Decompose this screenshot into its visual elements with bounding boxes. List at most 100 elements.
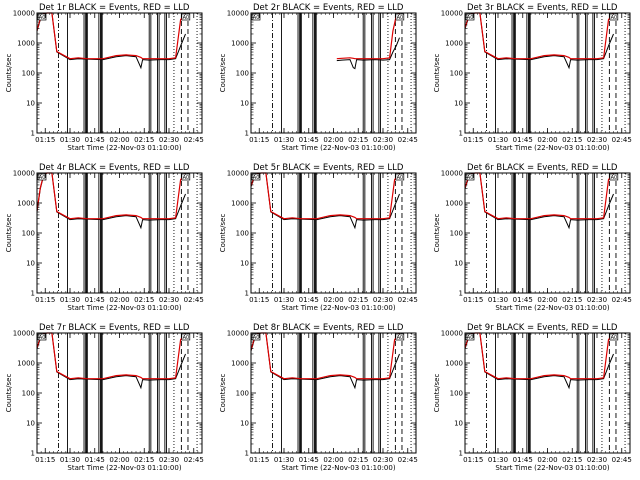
vertical-markers (486, 173, 626, 293)
x-axis-label: Start Time (22-Nov-03 01:10:00) (281, 144, 395, 152)
series-events-line (36, 172, 186, 230)
y-tick-label: 100 (22, 70, 35, 78)
x-tick-label: 02:45 (612, 296, 632, 304)
series-events-line (36, 12, 186, 70)
x-tick-label: 01:30 (488, 136, 508, 144)
vertical-markers (272, 173, 412, 293)
attenuator-box-label: A0 (611, 15, 618, 21)
attenuator-box-label: A0 (39, 15, 46, 21)
series-events-line (250, 172, 400, 230)
series-events-line (36, 332, 186, 390)
x-tick-label: 02:45 (398, 456, 418, 464)
panel-title: Det 2r BLACK = Events, RED = LLD (253, 3, 404, 13)
y-tick-label: 1000 (231, 40, 249, 48)
series-lld-line (36, 332, 186, 380)
x-tick-label: 02:00 (323, 136, 343, 144)
y-axis-label: Counts/sec (433, 214, 441, 253)
plot-frame (250, 172, 417, 294)
y-tick-label: 1 (245, 290, 249, 298)
attenuator-box (465, 13, 475, 21)
plot-frame (36, 172, 203, 294)
y-tick-label: 10000 (227, 170, 249, 178)
x-tick-label: 02:45 (398, 136, 418, 144)
y-tick-label: 10 (240, 100, 249, 108)
y-tick-label: 10 (454, 420, 463, 428)
x-tick-label: 02:15 (562, 456, 582, 464)
attenuator-box (465, 173, 475, 181)
attenuator-box-label: A0 (183, 15, 190, 21)
x-tick-label: 01:15 (463, 456, 483, 464)
x-axis-label: Start Time (22-Nov-03 01:10:00) (281, 304, 395, 312)
panel-title: Det 6r BLACK = Events, RED = LLD (467, 163, 618, 173)
y-tick-label: 1000 (231, 360, 249, 368)
panel-title: Det 5r BLACK = Events, RED = LLD (253, 163, 404, 173)
y-tick-label: 10000 (441, 170, 463, 178)
plot-frame (464, 12, 631, 134)
x-tick-label: 01:30 (488, 456, 508, 464)
y-tick-label: 1000 (445, 360, 463, 368)
panel-6: Det 6r BLACK = Events, RED = LLD A0 A0 1 10 1… (433, 163, 632, 312)
y-tick-label: 10000 (227, 330, 249, 338)
x-tick-label: 02:45 (612, 136, 632, 144)
x-tick-label: 01:15 (35, 136, 55, 144)
attenuator-box-label: A0 (183, 175, 190, 181)
series-events-line (250, 332, 400, 390)
y-tick-label: 1 (245, 130, 249, 138)
y-axis-label: Counts/sec (219, 54, 227, 93)
y-tick-label: 100 (22, 230, 35, 238)
y-axis-label: Counts/sec (5, 54, 13, 93)
x-tick-label: 02:15 (134, 456, 154, 464)
x-axis-label: Start Time (22-Nov-03 01:10:00) (281, 464, 395, 472)
x-tick-label: 01:45 (299, 296, 319, 304)
attenuator-box (37, 333, 47, 341)
attenuator-box (181, 173, 191, 181)
attenuator-box-label: A0 (467, 15, 474, 21)
y-tick-label: 10 (240, 420, 249, 428)
x-tick-label: 02:00 (323, 296, 343, 304)
y-tick-label: 10 (454, 100, 463, 108)
attenuator-box (609, 173, 619, 181)
y-tick-label: 100 (450, 390, 463, 398)
x-tick-label: 01:45 (85, 136, 105, 144)
x-tick-label: 02:30 (587, 456, 607, 464)
x-tick-label: 02:00 (109, 456, 129, 464)
attenuator-box (395, 13, 405, 21)
x-tick-label: 02:15 (134, 136, 154, 144)
y-tick-label: 1000 (17, 40, 35, 48)
vertical-markers (272, 333, 412, 453)
vertical-markers (58, 13, 198, 133)
vertical-markers (58, 173, 198, 293)
y-tick-label: 10000 (441, 330, 463, 338)
series-lld-line (36, 172, 186, 220)
x-tick-label: 01:15 (35, 296, 55, 304)
x-tick-label: 02:30 (373, 296, 393, 304)
attenuator-box (609, 333, 619, 341)
x-tick-label: 02:30 (159, 296, 179, 304)
plot-frame (464, 172, 631, 294)
series-lld-line (336, 12, 400, 60)
panel-8: Det 8r BLACK = Events, RED = LLD A0 A0 1 10 1… (219, 323, 418, 472)
x-tick-label: 02:00 (537, 456, 557, 464)
y-tick-label: 10000 (13, 330, 35, 338)
attenuator-box-label: A0 (39, 335, 46, 341)
x-tick-label: 01:15 (463, 136, 483, 144)
x-tick-label: 01:30 (274, 136, 294, 144)
series-lld-line (36, 12, 186, 60)
plot-frame (464, 332, 631, 454)
plot-frame (36, 12, 203, 134)
series-lld-line (464, 172, 614, 220)
plot-frame (250, 12, 417, 134)
y-tick-label: 10 (26, 260, 35, 268)
y-tick-label: 10 (26, 100, 35, 108)
x-tick-label: 02:30 (159, 136, 179, 144)
x-tick-label: 01:45 (299, 456, 319, 464)
x-tick-label: 02:45 (184, 296, 204, 304)
attenuator-box-label: A0 (183, 335, 190, 341)
y-tick-label: 1000 (445, 200, 463, 208)
x-tick-label: 02:00 (323, 456, 343, 464)
series-events-line (464, 332, 614, 390)
attenuator-box-label: A0 (253, 335, 260, 341)
y-tick-label: 1000 (17, 360, 35, 368)
panel-title: Det 1r BLACK = Events, RED = LLD (39, 3, 190, 13)
x-axis-label: Start Time (22-Nov-03 01:10:00) (495, 304, 609, 312)
